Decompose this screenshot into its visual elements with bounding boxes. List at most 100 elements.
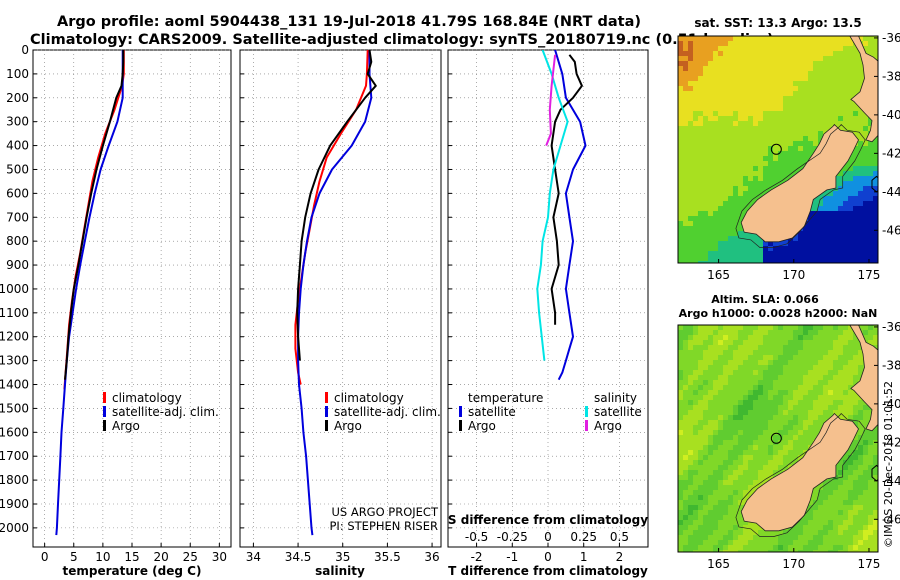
sla-cell — [703, 455, 709, 461]
sla-cell — [773, 430, 779, 436]
sla-cell — [713, 385, 719, 391]
sst-cell — [688, 196, 694, 202]
depth-tick-label: 1600 — [0, 425, 29, 439]
sst-cell — [778, 146, 784, 152]
sla-cell — [848, 395, 854, 401]
sla-cell — [808, 400, 814, 406]
sla-cell — [813, 405, 819, 411]
sst-cell — [698, 151, 704, 157]
sst-cell — [693, 136, 699, 142]
sla-cell — [848, 375, 854, 381]
sla-cell — [793, 390, 799, 396]
sst-cell — [683, 101, 689, 107]
sla-cell — [763, 425, 769, 431]
sla-cell — [818, 395, 824, 401]
sst-cell — [693, 141, 699, 147]
sst-cell — [728, 221, 734, 227]
sla-cell — [873, 430, 878, 436]
sla-cell — [853, 340, 859, 346]
sst-cell — [748, 126, 754, 132]
sst-cell — [728, 76, 734, 82]
sst-cell — [768, 241, 774, 247]
sla-cell — [858, 500, 864, 506]
sst-cell — [753, 156, 759, 162]
sst-cell — [708, 121, 714, 127]
sla-cell — [793, 355, 799, 361]
sst-cell — [728, 56, 734, 62]
sst-cell — [708, 176, 714, 182]
sla-cell — [853, 405, 859, 411]
sla-cell — [708, 360, 714, 366]
sla-cell — [723, 450, 729, 456]
sst-cell — [723, 176, 729, 182]
sla-cell — [748, 520, 754, 526]
sst-cell — [688, 86, 694, 92]
sla-cell — [728, 450, 734, 456]
sst-cell — [738, 111, 744, 117]
sla-cell — [848, 520, 854, 526]
sla-cell — [703, 350, 709, 356]
sst-cell — [793, 86, 799, 92]
sst-cell — [728, 226, 734, 232]
sst-cell — [693, 106, 699, 112]
sst-cell — [828, 36, 834, 42]
sla-cell — [698, 525, 704, 531]
sst-cell — [783, 111, 789, 117]
sla-cell — [758, 545, 764, 551]
sst-cell — [823, 256, 829, 262]
sst-cell — [748, 46, 754, 52]
sla-cell — [678, 365, 684, 371]
sst-cell — [728, 41, 734, 47]
sst-cell — [763, 141, 769, 147]
sst-cell — [783, 66, 789, 72]
sla-cell — [818, 535, 824, 541]
sst-cell — [843, 166, 849, 172]
sst-cell — [688, 156, 694, 162]
sst-cell — [678, 226, 684, 232]
sst-cell — [783, 246, 789, 252]
sst-cell — [848, 226, 854, 232]
sla-cell — [678, 515, 684, 521]
sla-cell — [783, 540, 789, 546]
sla-cell — [843, 350, 849, 356]
sst-cell — [808, 146, 814, 152]
s-tick-label: -0.25 — [497, 530, 528, 544]
sst-cell — [863, 261, 869, 263]
sst-cell — [793, 51, 799, 57]
sst-cell — [773, 136, 779, 142]
sst-cell — [833, 91, 839, 97]
sst-cell — [868, 151, 874, 157]
sst-cell — [853, 211, 859, 217]
sst-cell — [848, 176, 854, 182]
sla-cell — [798, 345, 804, 351]
sst-cell — [768, 121, 774, 127]
sla-cell — [863, 445, 869, 451]
sla-cell — [693, 465, 699, 471]
sst-cell — [758, 246, 764, 252]
sla-cell — [733, 385, 739, 391]
sst-cell — [683, 206, 689, 212]
sst-cell — [813, 201, 819, 207]
sst-cell — [748, 141, 754, 147]
sst-cell — [703, 36, 709, 42]
temperature-tick-labels: 0 5 10 15 20 25 30 — [41, 550, 227, 564]
sla-cell — [853, 520, 859, 526]
sla-cell — [788, 385, 794, 391]
sla-cell — [868, 535, 874, 541]
salinity-legend: climatology satellite-adj. clim. Argo — [325, 391, 441, 433]
sla-cell — [678, 530, 684, 536]
sla-cell — [688, 370, 694, 376]
sla-cell — [868, 525, 874, 531]
sla-cell — [783, 455, 789, 461]
sla-cell — [843, 470, 849, 476]
sst-cell — [738, 56, 744, 62]
sla-cell — [813, 485, 819, 491]
sst-cell — [678, 66, 684, 72]
sla-cell — [678, 425, 684, 431]
sla-cell — [803, 545, 809, 551]
sla-cell — [718, 355, 724, 361]
sst-cell — [793, 166, 799, 172]
sla-cell — [683, 500, 689, 506]
sla-cell — [823, 415, 829, 421]
sst-cell — [753, 86, 759, 92]
